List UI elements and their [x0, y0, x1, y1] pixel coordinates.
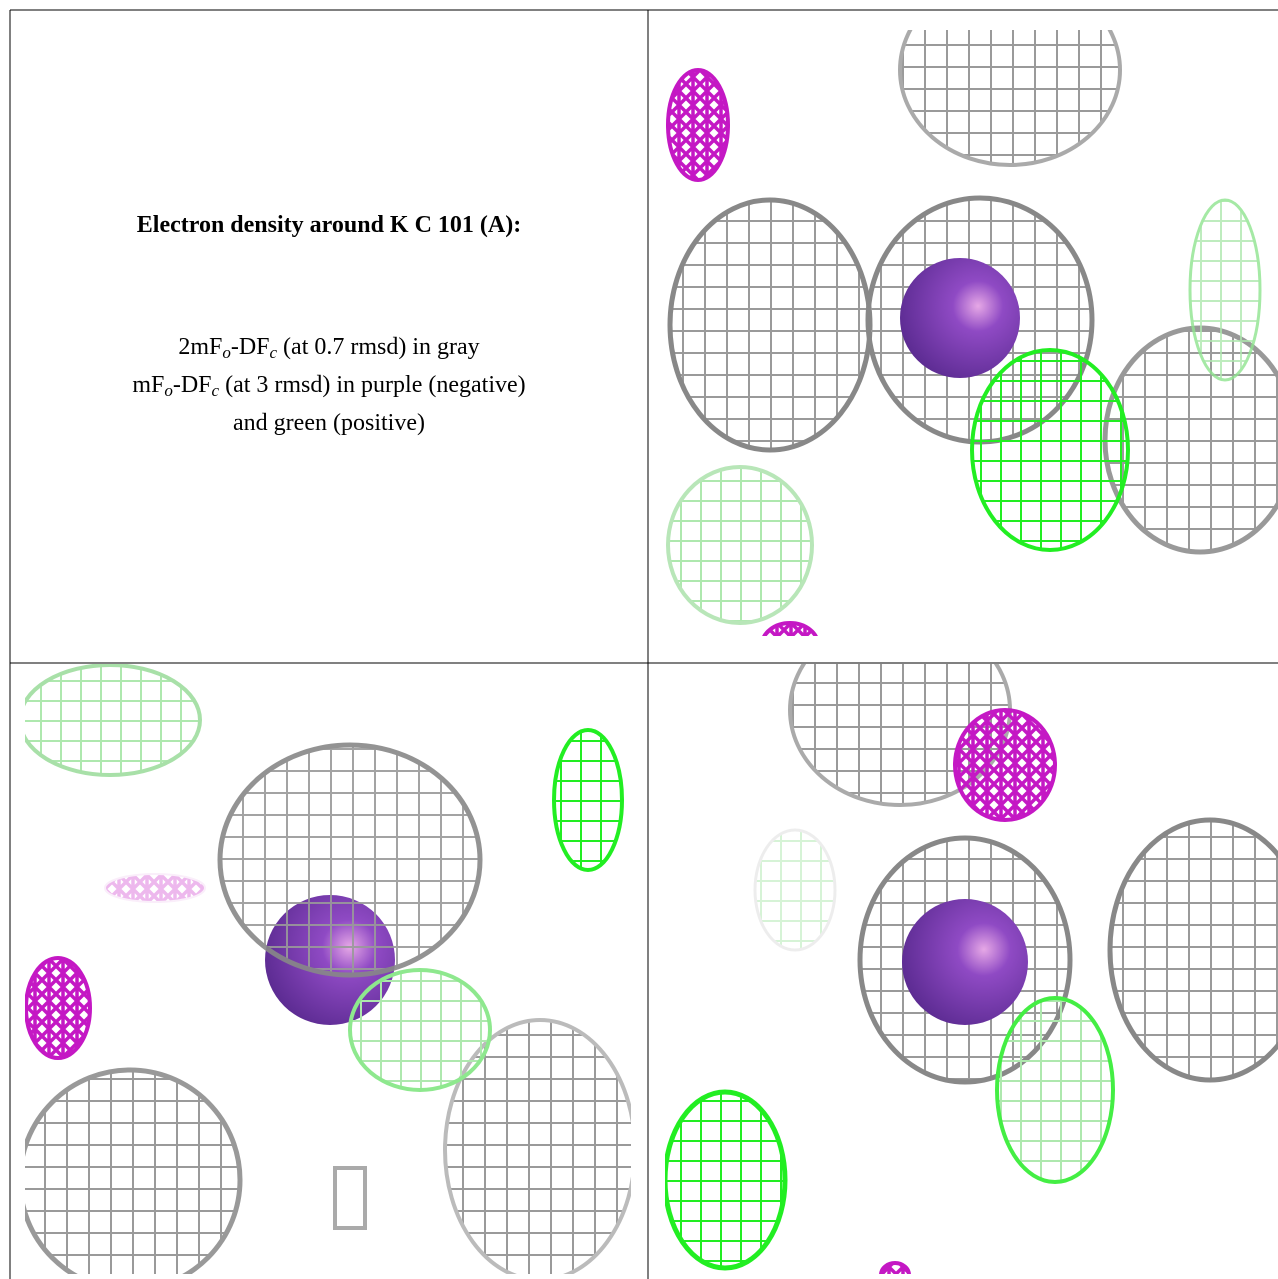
text-part: (at 3 rmsd) in purple (negative) — [219, 372, 526, 398]
mesh — [665, 1089, 788, 1271]
mesh — [667, 197, 873, 453]
legend-line: mFo-DFc (at 3 rmsd) in purple (negative) — [10, 366, 648, 404]
mesh — [348, 968, 492, 1092]
mesh — [552, 728, 624, 872]
legend-lines: 2mFo-DFc (at 0.7 rmsd) in gray mFo-DFc (… — [10, 328, 648, 442]
mesh — [104, 873, 206, 903]
mesh — [1107, 817, 1278, 1083]
atom-sphere — [900, 258, 1020, 378]
mesh — [879, 1261, 911, 1274]
mesh — [970, 348, 1130, 552]
view-panel — [25, 664, 631, 1274]
mesh — [1102, 325, 1278, 555]
mesh — [333, 1166, 367, 1230]
subscript: c — [269, 343, 278, 362]
mesh — [953, 708, 1057, 822]
legend-panel: Electron density around K C 101 (A): 2mF… — [10, 10, 648, 663]
figure-title: Electron density around K C 101 (A): — [136, 212, 522, 238]
mesh — [762, 621, 818, 636]
mesh — [25, 956, 92, 1060]
view-panel — [666, 30, 1278, 636]
subscript: o — [222, 343, 231, 362]
text-part: -DF — [172, 372, 212, 398]
atom-sphere — [902, 899, 1028, 1025]
mesh — [666, 68, 730, 182]
view-panel — [665, 664, 1278, 1274]
mesh — [666, 465, 814, 625]
legend-line: and green (positive) — [10, 404, 648, 442]
mesh — [443, 1018, 631, 1274]
mesh — [995, 996, 1115, 1184]
frame — [9, 9, 1278, 1279]
mesh — [25, 664, 202, 777]
text-part: mF — [132, 372, 165, 398]
text-part: (at 0.7 rmsd) in gray — [277, 334, 480, 360]
mesh — [1188, 198, 1262, 382]
mesh — [25, 1067, 243, 1274]
mesh — [753, 828, 837, 952]
text-part: and green (positive) — [233, 410, 425, 436]
subscript: o — [164, 381, 173, 400]
mesh — [898, 30, 1122, 167]
text-part: 2mF — [178, 334, 223, 360]
text-part: -DF — [230, 334, 270, 360]
legend-line: 2mFo-DFc (at 0.7 rmsd) in gray — [10, 328, 648, 366]
mesh — [217, 742, 483, 978]
subscript: c — [211, 381, 220, 400]
